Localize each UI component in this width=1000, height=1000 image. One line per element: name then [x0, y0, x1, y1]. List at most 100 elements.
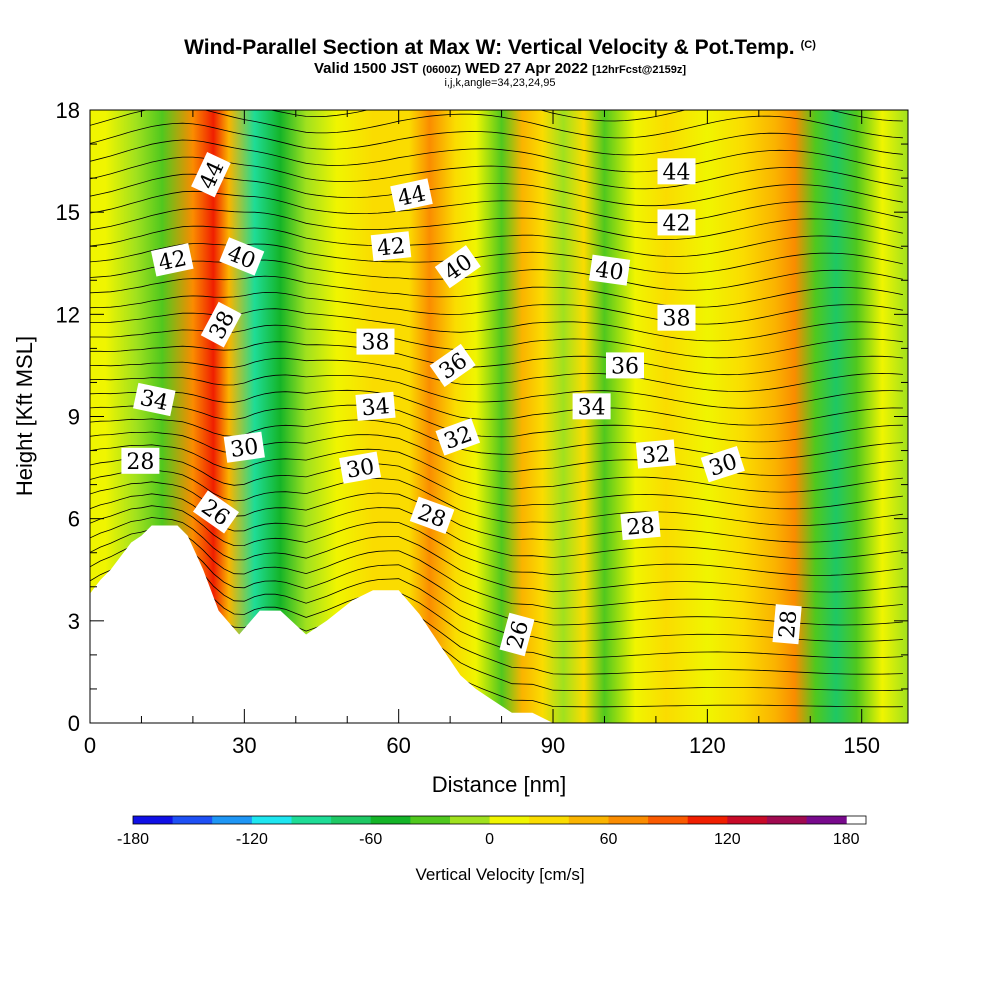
colorbar-swatch — [687, 816, 728, 824]
contour-label: 34 — [572, 393, 611, 420]
contour-label-text: 28 — [126, 450, 154, 475]
theta-contour-line — [90, 243, 903, 274]
colorbar-swatch — [251, 816, 292, 824]
colorbar-swatch — [529, 816, 570, 824]
copyright-mark: (C) — [800, 39, 816, 51]
contour-label-text: 42 — [156, 246, 189, 276]
colorbar-swatch — [450, 816, 491, 824]
colorbar-tick-label: 0 — [485, 831, 494, 848]
colorbar-swatch — [410, 816, 451, 824]
y-tick-label: 3 — [68, 609, 80, 634]
theta-contours — [90, 110, 903, 708]
y-tick-label: 0 — [68, 711, 80, 736]
y-axis-title: Height [Kft MSL] — [12, 336, 37, 496]
contour-label-text: 42 — [376, 234, 406, 262]
contour-label-box — [772, 604, 802, 645]
contour-label-text: 36 — [611, 354, 639, 379]
colorbar: -180 -120 -60 0 60 120 180 — [117, 815, 867, 848]
y-tick-label: 6 — [68, 507, 80, 532]
colorbar-swatch — [648, 816, 689, 824]
contour-label-box — [657, 158, 696, 185]
theta-contour-line — [90, 517, 903, 593]
colorbar-swatch — [331, 816, 372, 824]
x-tick-label: 150 — [843, 733, 880, 758]
contour-label-text: 44 — [396, 181, 429, 211]
contour-label-text: 40 — [594, 257, 625, 286]
contour-label: 38 — [356, 328, 395, 356]
contour-label-box — [657, 304, 696, 331]
contour-label-box — [572, 393, 611, 420]
colorbar-swatch — [370, 816, 411, 824]
contour-label-text: 30 — [229, 434, 260, 463]
contour-label-text: 32 — [641, 442, 671, 469]
contour-label: 42 — [370, 231, 412, 262]
contour-label: 26 — [499, 612, 535, 657]
contour-label: 32 — [435, 418, 481, 456]
colorbar-title: Vertical Velocity [cm/s] — [415, 865, 584, 884]
theta-contour-line — [90, 291, 903, 325]
theta-contour-line — [90, 122, 903, 156]
theta-contour-line — [90, 389, 903, 426]
chart-params: i,j,k,angle=34,23,24,95 — [444, 77, 556, 89]
contour-label: 28 — [409, 496, 455, 535]
contour-label: 32 — [635, 439, 676, 469]
contour-label-box — [588, 254, 631, 286]
x-axis-title: Distance [nm] — [432, 772, 567, 797]
colorbar-swatch — [172, 816, 213, 824]
contour-label: 28 — [772, 604, 802, 645]
x-tick-label: 120 — [689, 733, 726, 758]
contour-label: 40 — [434, 245, 481, 289]
x-tick-label: 90 — [541, 733, 565, 758]
contour-label: 42 — [151, 243, 194, 277]
theta-contour-line — [90, 562, 903, 659]
theta-contour-line — [90, 275, 903, 308]
y-tick-label: 12 — [56, 302, 80, 327]
colorbar-tick-label: -180 — [117, 831, 149, 848]
contour-label-box — [657, 209, 696, 236]
colorbar-swatch — [608, 816, 649, 824]
colorbar-tick-label: -120 — [236, 831, 268, 848]
y-tick-label: 18 — [56, 98, 80, 123]
contour-label-text: 42 — [663, 211, 691, 236]
theta-contour-line — [90, 431, 903, 476]
theta-contour-line — [90, 341, 903, 376]
contour-label-text: 34 — [578, 395, 606, 420]
contour-label-box — [409, 496, 455, 535]
contour-label: 42 — [657, 209, 696, 236]
colorbar-swatch — [489, 816, 530, 824]
theta-contour-line — [90, 225, 903, 257]
colorbar-tick-label: 120 — [714, 831, 741, 848]
contour-label-box — [370, 231, 412, 262]
x-tick-label: 30 — [232, 733, 256, 758]
colorbar-tick-label: 180 — [833, 831, 860, 848]
contour-label-text: 28 — [626, 513, 656, 540]
colorbar-swatch — [727, 816, 768, 824]
contour-label-box — [192, 490, 240, 534]
colorbar-swatch — [806, 816, 847, 824]
contour-label-box — [133, 382, 176, 417]
theta-contour-line — [90, 505, 903, 576]
x-tick-label: 60 — [386, 733, 410, 758]
terrain-mask — [90, 525, 554, 723]
colorbar-swatch — [291, 816, 332, 824]
x-axis: 0 30 60 90 120 150 — [84, 110, 880, 758]
theta-contour-line — [90, 444, 903, 493]
contour-label-text: 30 — [344, 454, 376, 483]
contour-label-box — [223, 431, 265, 463]
contour-label-box — [151, 243, 194, 277]
contour-label-text: 38 — [663, 307, 691, 332]
theta-contour-line — [90, 551, 903, 642]
colorbar-tick-label: 60 — [600, 831, 618, 848]
contour-label-box — [606, 352, 644, 379]
colorbar-swatch — [133, 816, 174, 824]
contour-label: 28 — [121, 447, 160, 475]
theta-contour-line — [90, 404, 903, 443]
x-tick-label: 0 — [84, 733, 96, 758]
contour-label: 34 — [355, 391, 396, 421]
contour-label-box — [700, 445, 745, 483]
plot-area — [90, 110, 908, 723]
contour-label-text: 28 — [775, 609, 802, 639]
chart-title: Wind-Parallel Section at Max W: Vertical… — [184, 36, 816, 59]
